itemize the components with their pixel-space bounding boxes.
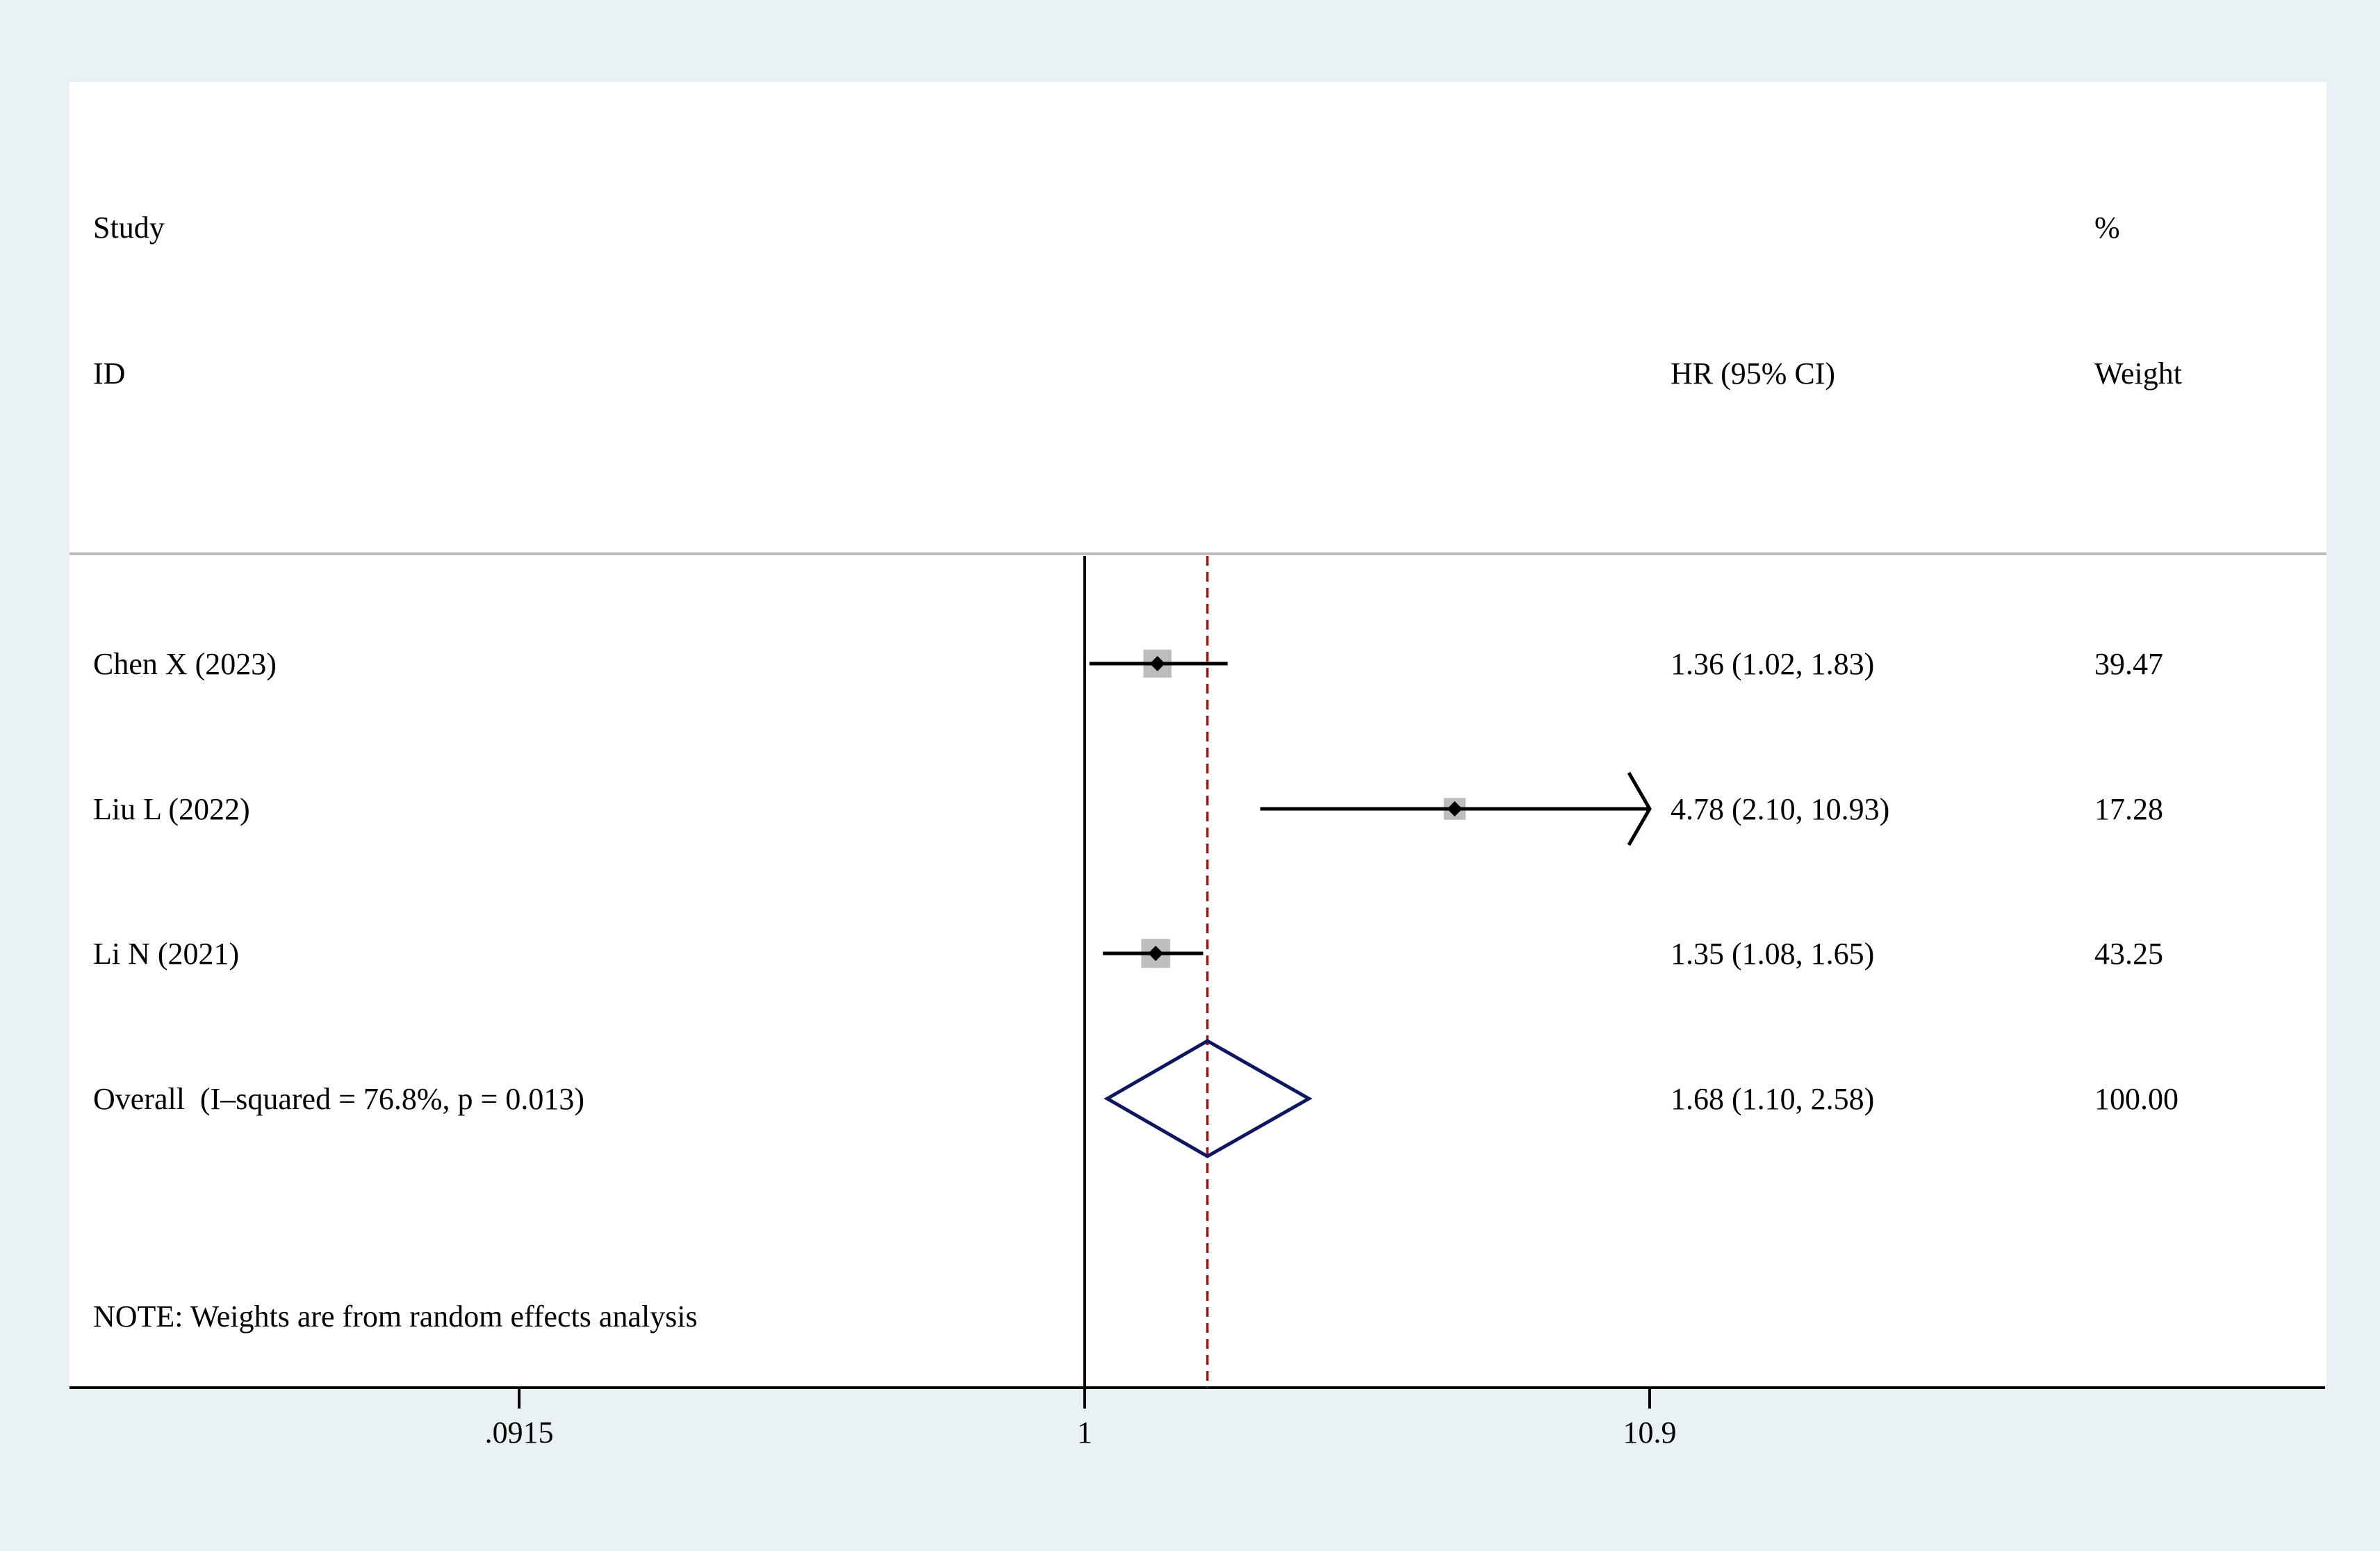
study-point-estimate-3 [1148, 946, 1164, 961]
study-id-3: Li N (2021) [93, 937, 239, 971]
study-id-1: Chen X (2023) [93, 647, 277, 681]
plot-background [69, 82, 2326, 1390]
study-ci-arrow-2 [1627, 771, 1652, 846]
header-id: ID [93, 356, 125, 391]
header-study: Study [93, 211, 165, 245]
study-hr-1: 1.36 (1.02, 1.83) [1671, 647, 1874, 681]
header-percent: % [2094, 211, 2120, 245]
note-text: NOTE: Weights are from random effects an… [93, 1299, 698, 1333]
x-tick-label-3: 10.9 [1623, 1415, 1677, 1450]
study-weight-1: 39.47 [2094, 647, 2163, 681]
overall-weight: 100.00 [2094, 1082, 2178, 1116]
x-tick-label-1: .0915 [485, 1415, 554, 1450]
study-hr-2: 4.78 (2.10, 10.93) [1671, 792, 1889, 826]
study-point-estimate-2 [1447, 801, 1463, 816]
study-point-estimate-1 [1149, 656, 1165, 671]
study-weight-3: 43.25 [2094, 937, 2163, 971]
x-tick-label-2: 1 [1077, 1415, 1092, 1450]
overall-diamond [1103, 1039, 1313, 1158]
header-effect: HR (95% CI) [1671, 356, 1835, 391]
study-hr-3: 1.35 (1.08, 1.65) [1671, 937, 1874, 971]
overall-id: Overall (I–squared = 76.8%, p = 0.013) [93, 1082, 584, 1116]
study-id-2: Liu L (2022) [93, 792, 250, 826]
overall-hr: 1.68 (1.10, 2.58) [1671, 1082, 1874, 1116]
header-weight: Weight [2094, 356, 2182, 391]
plot-marks: .0915 1 10.9 [485, 556, 1677, 1450]
study-weight-2: 17.28 [2094, 792, 2163, 826]
